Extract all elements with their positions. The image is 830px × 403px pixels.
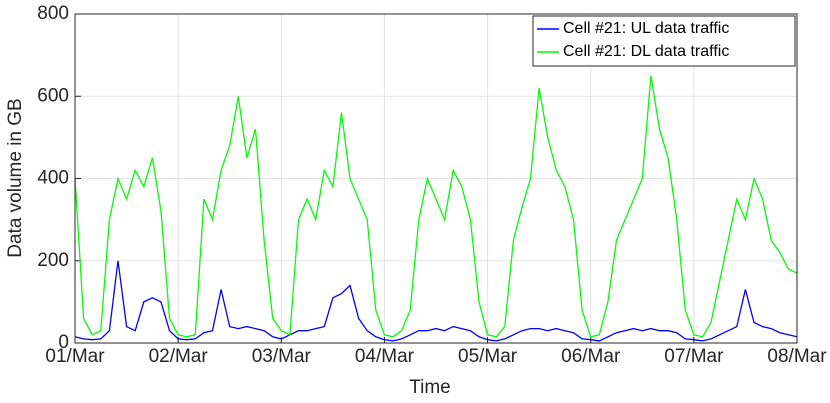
x-tick-label: 01/Mar	[45, 346, 105, 367]
y-tick-label: 800	[37, 3, 69, 24]
x-tick-label: 07/Mar	[664, 346, 724, 367]
y-tick-label: 0	[58, 332, 69, 353]
x-tick-label: 06/Mar	[561, 346, 621, 367]
x-tick-label: 03/Mar	[252, 346, 312, 367]
y-axis-label: Data volume in GB	[5, 98, 26, 257]
y-tick-label: 200	[37, 250, 69, 271]
data-line	[74, 75, 798, 338]
plot-frame	[74, 13, 798, 344]
x-tick-label: 08/Mar	[767, 346, 827, 367]
y-tick-label: 400	[37, 168, 69, 189]
x-tick-label: 04/Mar	[355, 346, 415, 367]
x-tick-label: 02/Mar	[149, 346, 209, 367]
legend-box	[532, 15, 796, 67]
legend-label: Cell #21: DL data traffic	[563, 43, 729, 60]
x-tick-label: 05/Mar	[458, 346, 518, 367]
data-line	[74, 260, 798, 342]
x-axis-label: Time	[409, 377, 451, 398]
legend-label: Cell #21: UL data traffic	[563, 20, 729, 37]
y-tick-label: 600	[37, 85, 69, 106]
